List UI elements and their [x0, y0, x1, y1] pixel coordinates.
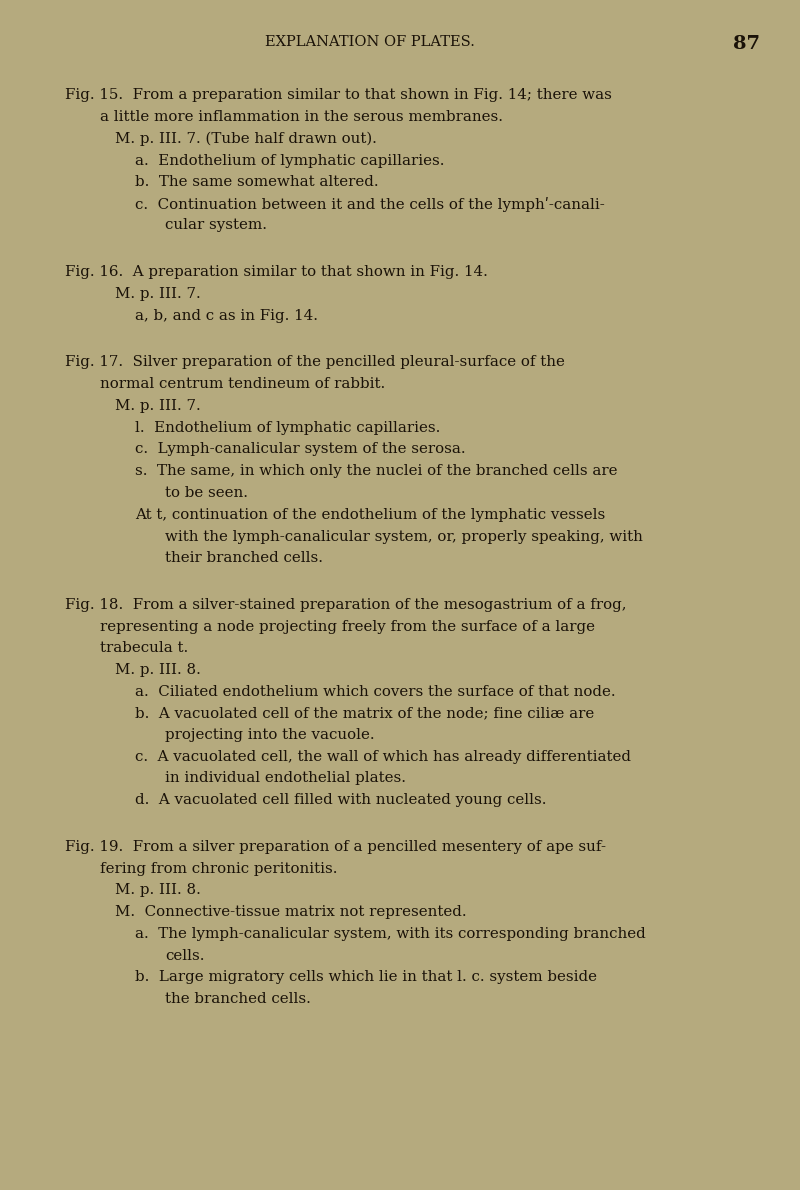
Text: cular system.: cular system. [165, 218, 267, 232]
Text: At t, continuation of the endothelium of the lymphatic vessels: At t, continuation of the endothelium of… [135, 508, 606, 522]
Text: c.  Lymph-canalicular system of the serosa.: c. Lymph-canalicular system of the seros… [135, 441, 466, 456]
Text: c.  A vacuolated cell, the wall of which has already differentiated: c. A vacuolated cell, the wall of which … [135, 750, 631, 764]
Text: a.  Ciliated endothelium which covers the surface of that node.: a. Ciliated endothelium which covers the… [135, 685, 616, 699]
Text: cells.: cells. [165, 948, 205, 963]
Text: with the lymph-canalicular system, or, properly speaking, with: with the lymph-canalicular system, or, p… [165, 530, 643, 544]
Text: M.  Connective-tissue matrix not represented.: M. Connective-tissue matrix not represen… [115, 906, 466, 919]
Text: s.  The same, in which only the nuclei of the branched cells are: s. The same, in which only the nuclei of… [135, 464, 618, 478]
Text: Fig. 18.  From a silver-stained preparation of the mesogastrium of a frog,: Fig. 18. From a silver-stained preparati… [65, 599, 626, 612]
Text: a.  Endothelium of lymphatic capillaries.: a. Endothelium of lymphatic capillaries. [135, 154, 445, 168]
Text: Fig. 19.  From a silver preparation of a pencilled mesentery of ape suf-: Fig. 19. From a silver preparation of a … [65, 840, 606, 854]
Text: a, b, and c as in Fig. 14.: a, b, and c as in Fig. 14. [135, 309, 318, 322]
Text: Fig. 16.  A preparation similar to that shown in Fig. 14.: Fig. 16. A preparation similar to that s… [65, 265, 488, 278]
Text: b.  Large migratory cells which lie in that l. c. system beside: b. Large migratory cells which lie in th… [135, 970, 597, 984]
Text: trabecula t.: trabecula t. [100, 641, 188, 655]
Text: to be seen.: to be seen. [165, 486, 248, 500]
Text: fering from chronic peritonitis.: fering from chronic peritonitis. [100, 862, 338, 876]
Text: M. p. III. 8.: M. p. III. 8. [115, 883, 201, 897]
Text: Fig. 15.  From a preparation similar to that shown in Fig. 14; there was: Fig. 15. From a preparation similar to t… [65, 88, 612, 102]
Text: 87: 87 [733, 35, 760, 54]
Text: their branched cells.: their branched cells. [165, 551, 323, 565]
Text: M. p. III. 8.: M. p. III. 8. [115, 663, 201, 677]
Text: c.  Continuation between it and the cells of the lymphʹ-canali-: c. Continuation between it and the cells… [135, 198, 605, 212]
Text: d.  A vacuolated cell filled with nucleated young cells.: d. A vacuolated cell filled with nucleat… [135, 793, 546, 807]
Text: in individual endothelial plates.: in individual endothelial plates. [165, 771, 406, 785]
Text: b.  A vacuolated cell of the matrix of the node; fine ciliæ are: b. A vacuolated cell of the matrix of th… [135, 706, 594, 720]
Text: EXPLANATION OF PLATES.: EXPLANATION OF PLATES. [265, 35, 475, 49]
Text: M. p. III. 7.: M. p. III. 7. [115, 287, 201, 301]
Text: representing a node projecting freely from the surface of a large: representing a node projecting freely fr… [100, 620, 595, 634]
Text: M. p. III. 7. (Tube half drawn out).: M. p. III. 7. (Tube half drawn out). [115, 132, 377, 146]
Text: Fig. 17.  Silver preparation of the pencilled pleural-surface of the: Fig. 17. Silver preparation of the penci… [65, 355, 565, 369]
Text: M. p. III. 7.: M. p. III. 7. [115, 399, 201, 413]
Text: normal centrum tendineum of rabbit.: normal centrum tendineum of rabbit. [100, 377, 386, 392]
Text: b.  The same somewhat altered.: b. The same somewhat altered. [135, 175, 378, 189]
Text: a.  The lymph-canalicular system, with its corresponding branched: a. The lymph-canalicular system, with it… [135, 927, 646, 941]
Text: the branched cells.: the branched cells. [165, 992, 311, 1006]
Text: a little more inflammation in the serous membranes.: a little more inflammation in the serous… [100, 109, 503, 124]
Text: l.  Endothelium of lymphatic capillaries.: l. Endothelium of lymphatic capillaries. [135, 421, 440, 436]
Text: projecting into the vacuole.: projecting into the vacuole. [165, 728, 374, 743]
